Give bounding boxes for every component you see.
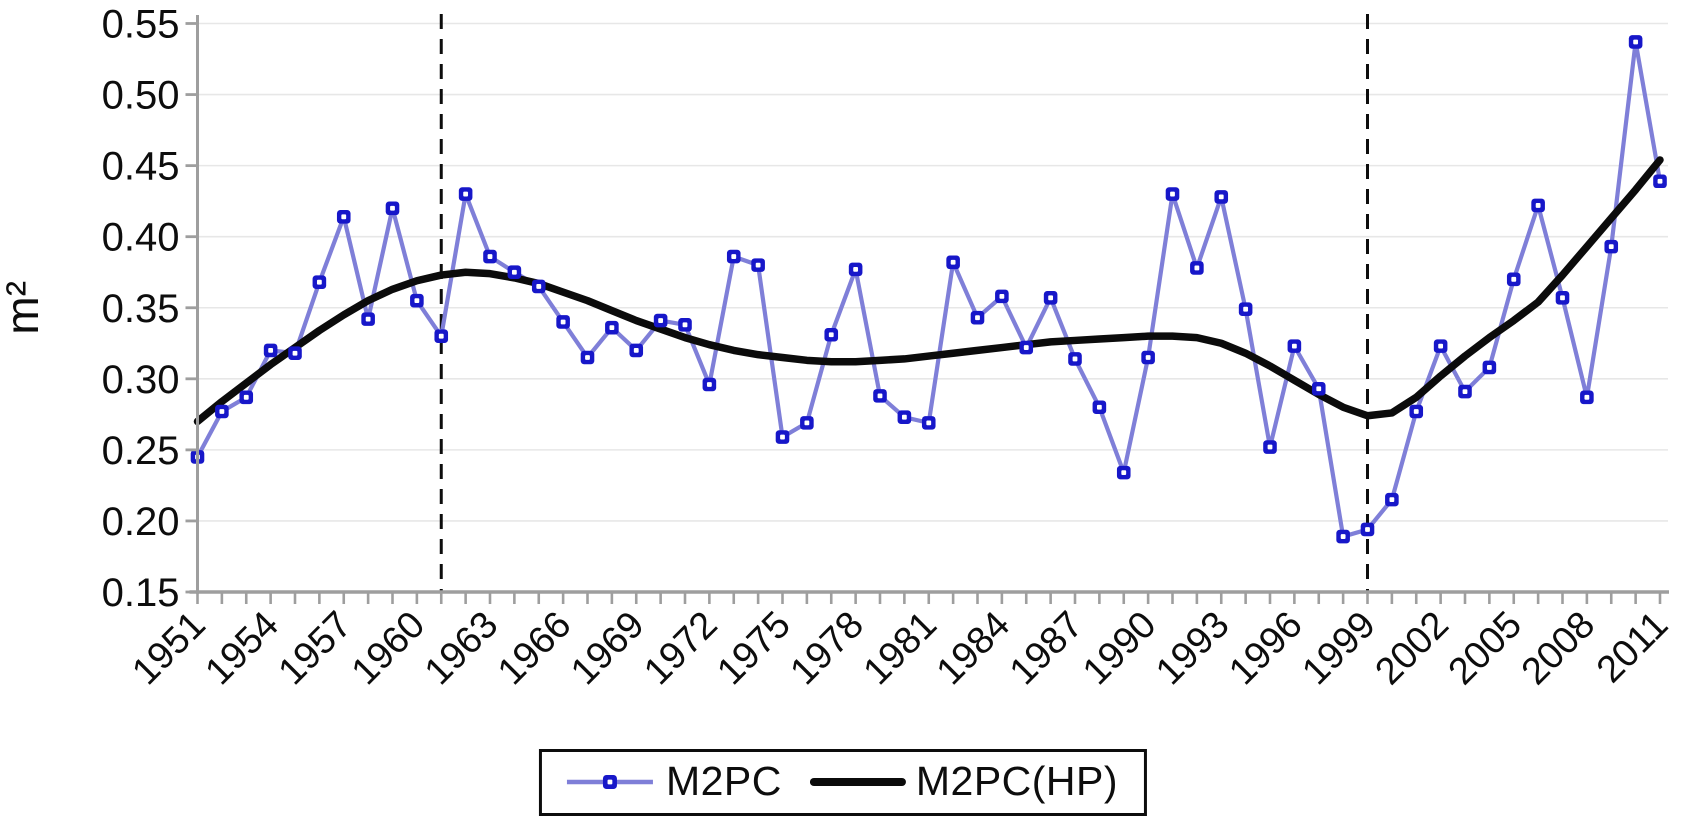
y-axis-title: m² — [0, 281, 48, 335]
svg-text:0.30: 0.30 — [102, 358, 180, 402]
x-axis-ticks — [196, 592, 1662, 604]
legend-swatch-m2pc-hp — [809, 777, 906, 786]
svg-text:0.55: 0.55 — [102, 3, 180, 47]
svg-text:1957: 1957 — [271, 604, 360, 693]
svg-text:2011: 2011 — [1589, 604, 1676, 691]
svg-text:0.15: 0.15 — [102, 571, 180, 615]
svg-text:1981: 1981 — [856, 604, 945, 693]
legend-swatch-m2pc — [566, 774, 653, 789]
svg-text:1960: 1960 — [344, 604, 433, 693]
svg-text:2002: 2002 — [1368, 604, 1457, 693]
svg-text:1978: 1978 — [783, 604, 872, 693]
svg-text:2008: 2008 — [1514, 604, 1603, 693]
legend-item-m2pc-hp: M2PC(HP) — [809, 758, 1119, 805]
svg-text:1972: 1972 — [636, 604, 725, 693]
svg-text:0.40: 0.40 — [102, 216, 180, 260]
svg-text:1975: 1975 — [709, 604, 798, 693]
legend-label-m2pc-hp: M2PC(HP) — [915, 758, 1119, 804]
legend-label-m2pc: M2PC — [665, 758, 782, 804]
gridlines — [197, 22, 1668, 522]
svg-text:1963: 1963 — [417, 604, 506, 693]
svg-text:0.20: 0.20 — [102, 500, 180, 544]
svg-text:2005: 2005 — [1441, 604, 1530, 693]
reference-vlines — [439, 14, 1369, 592]
svg-text:0.50: 0.50 — [102, 74, 180, 118]
x-tick-labels: 1951195419571960196319661969197219751978… — [124, 604, 1676, 693]
y-tick-labels: 0.55 0.50 0.45 0.40 0.35 0.30 0.25 0.20 0.15 — [102, 3, 180, 616]
svg-text:1996: 1996 — [1221, 604, 1310, 693]
svg-text:1954: 1954 — [198, 604, 287, 693]
svg-text:1951: 1951 — [124, 604, 213, 693]
svg-text:1966: 1966 — [490, 604, 579, 693]
svg-text:1987: 1987 — [1002, 604, 1091, 693]
series-m2pc-markers — [190, 35, 1667, 544]
svg-text:0.45: 0.45 — [102, 145, 180, 189]
svg-text:1999: 1999 — [1294, 604, 1383, 693]
legend-item-m2pc: M2PC — [564, 758, 782, 805]
series-m2pc-line — [195, 39, 1663, 539]
svg-text:0.25: 0.25 — [102, 429, 180, 473]
svg-text:0.35: 0.35 — [102, 287, 180, 331]
y-axis-ticks — [185, 22, 198, 594]
svg-text:1993: 1993 — [1148, 604, 1237, 693]
svg-text:1990: 1990 — [1075, 604, 1164, 693]
svg-text:1969: 1969 — [563, 604, 652, 693]
legend: M2PC M2PC(HP) — [538, 749, 1148, 816]
series-m2pc-hp-line — [193, 156, 1664, 426]
svg-text:1984: 1984 — [929, 604, 1018, 693]
